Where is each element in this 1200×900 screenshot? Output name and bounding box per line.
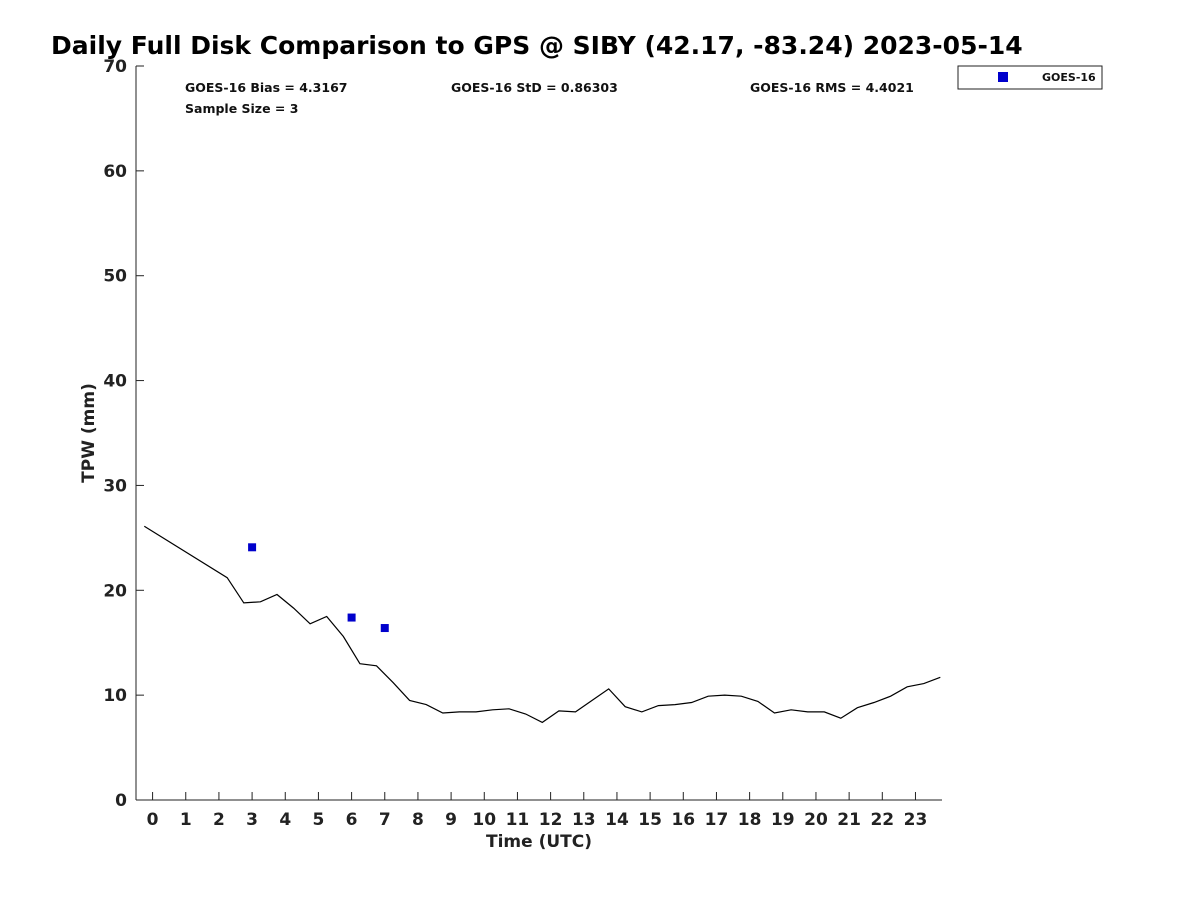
legend-marker-goes-16 (998, 72, 1008, 82)
x-tick-label: 22 (870, 810, 894, 830)
x-tick-label: 13 (572, 810, 596, 830)
x-tick-label: 10 (472, 810, 496, 830)
y-tick-label: 20 (103, 581, 127, 601)
y-tick-label: 60 (103, 162, 127, 182)
gps-tpw-line (143, 525, 941, 724)
x-tick-label: 20 (804, 810, 828, 830)
x-ticks: 0 1 2 3 4 5 6 7 8 9 10 11 12 13 14 15 16 17 18 19 20 21 22 23 (147, 792, 928, 830)
goes-16-point (248, 543, 257, 552)
x-tick-label: 12 (539, 810, 563, 830)
y-ticks: 0 10 20 30 40 50 60 70 (103, 57, 144, 811)
y-tick-label: 30 (103, 476, 127, 496)
goes-16-point (380, 624, 389, 633)
plot-axes (135, 66, 942, 801)
x-tick-label: 11 (506, 810, 530, 830)
x-tick-label: 21 (837, 810, 861, 830)
legend-box (957, 65, 1103, 90)
y-axis-label: TPW (mm) (79, 383, 99, 483)
x-tick-label: 16 (671, 810, 695, 830)
y-tick-label: 10 (103, 686, 127, 706)
series-layer (143, 525, 941, 724)
x-tick-label: 1 (180, 810, 192, 830)
stat-std: GOES-16 StD = 0.86303 (451, 80, 618, 95)
x-tick-label: 14 (605, 810, 629, 830)
x-tick-label: 3 (246, 810, 258, 830)
y-tick-label: 50 (103, 267, 127, 287)
legend: GOES-16 (957, 65, 1103, 90)
x-tick-label: 15 (638, 810, 662, 830)
x-tick-label: 6 (346, 810, 358, 830)
stats-annotations: GOES-16 Bias = 4.3167 GOES-16 StD = 0.86… (185, 80, 914, 116)
stat-rms: GOES-16 RMS = 4.4021 (750, 80, 914, 95)
y-tick-label: 0 (115, 791, 127, 811)
goes-16-point (347, 613, 356, 622)
x-axis-label: Time (UTC) (486, 832, 592, 852)
x-tick-label: 23 (904, 810, 928, 830)
y-tick-label: 70 (103, 57, 127, 77)
x-tick-label: 2 (213, 810, 225, 830)
x-tick-label: 8 (412, 810, 424, 830)
x-tick-label: 17 (705, 810, 729, 830)
chart-title: Daily Full Disk Comparison to GPS @ SIBY… (51, 31, 1023, 60)
x-tick-label: 19 (771, 810, 795, 830)
x-tick-label: 4 (279, 810, 291, 830)
x-tick-label: 0 (147, 810, 159, 830)
y-tick-label: 40 (103, 372, 127, 392)
x-tick-label: 9 (445, 810, 457, 830)
x-tick-label: 7 (379, 810, 391, 830)
stat-bias: GOES-16 Bias = 4.3167 (185, 80, 347, 95)
legend-label-goes-16: GOES-16 (1042, 71, 1096, 84)
x-tick-label: 5 (313, 810, 325, 830)
stat-sample-size: Sample Size = 3 (185, 101, 298, 116)
x-tick-label: 18 (738, 810, 762, 830)
